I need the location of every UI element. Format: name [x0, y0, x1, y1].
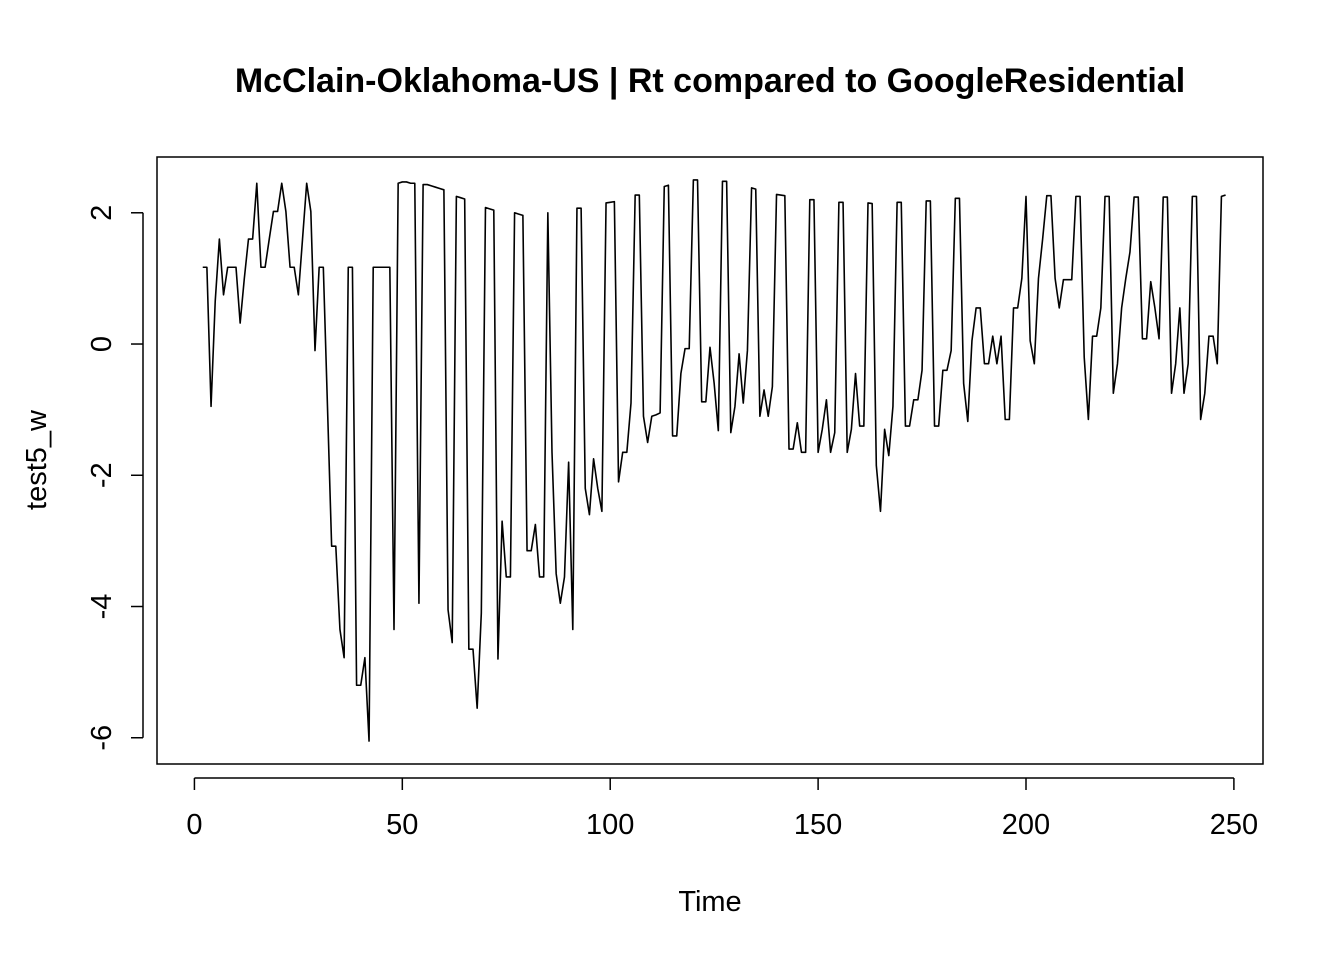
y-tick-label: 2 [86, 205, 118, 221]
x-tick-label: 0 [186, 809, 202, 841]
plot-frame [156, 156, 1264, 765]
x-axis: 0 50 100 150 200 250 [186, 777, 1258, 841]
chart-title: McClain-Oklahoma-US | Rt compared to Goo… [235, 62, 1185, 100]
y-axis-label: test5_w [21, 409, 53, 510]
x-tick-label: 200 [1002, 809, 1050, 841]
x-axis-label: Time [678, 886, 741, 918]
x-tick-label: 100 [586, 809, 634, 841]
x-tick-label: 50 [386, 809, 418, 841]
series-line [202, 179, 1226, 742]
y-tick-label: 0 [86, 336, 118, 352]
y-tick-label: -4 [86, 594, 118, 620]
y-tick-label: -2 [86, 462, 118, 488]
x-tick-label: 150 [794, 809, 842, 841]
y-tick-label: -6 [86, 725, 118, 751]
y-axis: -6 -4 -2 0 2 [86, 205, 144, 751]
x-tick-label: 250 [1210, 809, 1258, 841]
